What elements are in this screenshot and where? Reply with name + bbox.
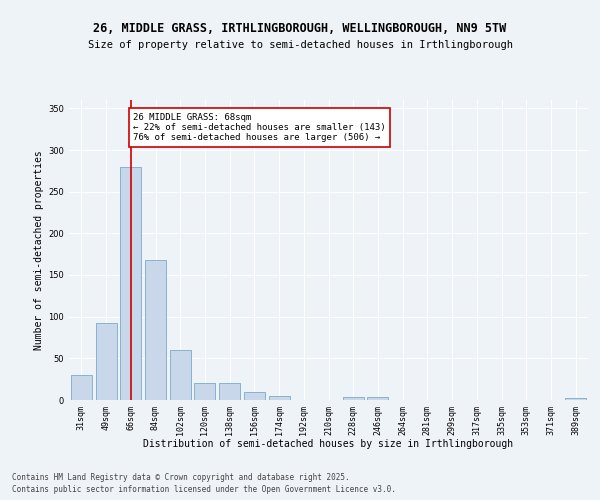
Bar: [343, 396, 364, 400]
Text: Contains public sector information licensed under the Open Government Licence v3: Contains public sector information licen…: [12, 485, 396, 494]
Text: Size of property relative to semi-detached houses in Irthlingborough: Size of property relative to semi-detach…: [88, 40, 512, 50]
Bar: [120, 166, 141, 400]
Text: 26 MIDDLE GRASS: 68sqm
← 22% of semi-detached houses are smaller (143)
76% of se: 26 MIDDLE GRASS: 68sqm ← 22% of semi-det…: [133, 112, 386, 142]
X-axis label: Distribution of semi-detached houses by size in Irthlingborough: Distribution of semi-detached houses by …: [143, 439, 514, 449]
Bar: [219, 384, 240, 400]
Y-axis label: Number of semi-detached properties: Number of semi-detached properties: [34, 150, 44, 350]
Bar: [367, 396, 388, 400]
Text: Contains HM Land Registry data © Crown copyright and database right 2025.: Contains HM Land Registry data © Crown c…: [12, 472, 350, 482]
Bar: [194, 384, 215, 400]
Bar: [71, 375, 92, 400]
Text: 26, MIDDLE GRASS, IRTHLINGBOROUGH, WELLINGBOROUGH, NN9 5TW: 26, MIDDLE GRASS, IRTHLINGBOROUGH, WELLI…: [94, 22, 506, 36]
Bar: [565, 398, 586, 400]
Bar: [145, 260, 166, 400]
Bar: [95, 322, 116, 400]
Bar: [269, 396, 290, 400]
Bar: [170, 350, 191, 400]
Bar: [244, 392, 265, 400]
